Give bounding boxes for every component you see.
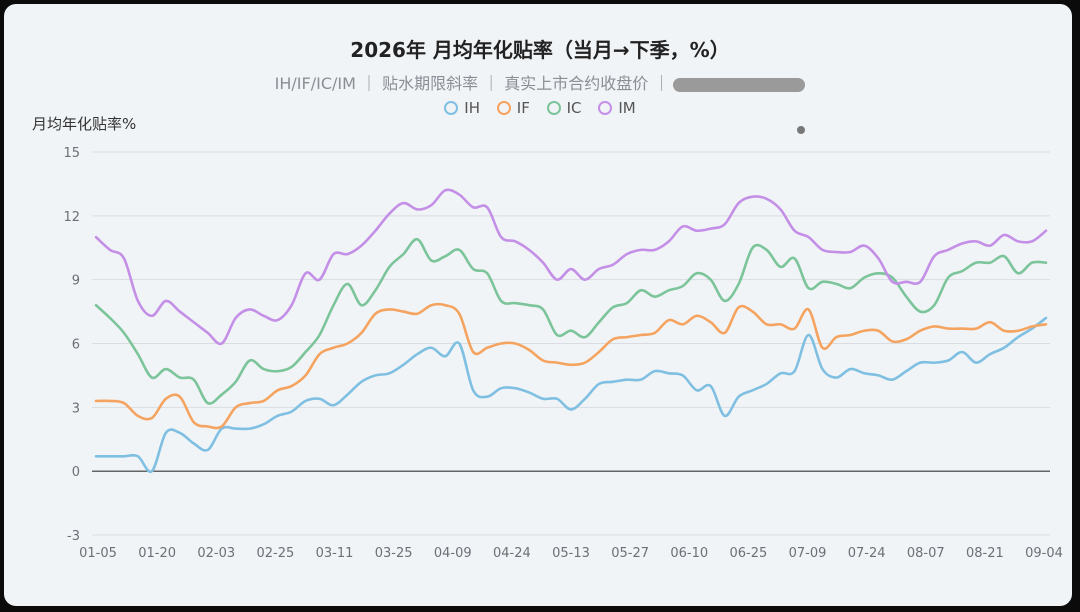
y-tick-label: 6	[72, 338, 80, 353]
y-tick-label: -3	[67, 529, 80, 544]
x-tick-label: 05-13	[552, 546, 590, 561]
legend-item-ih[interactable]: IH	[444, 99, 480, 117]
x-tick-label: 01-20	[138, 546, 176, 561]
x-tick-label: 02-03	[197, 546, 235, 561]
redacted-mark	[673, 77, 806, 92]
legend-swatch-im	[598, 101, 613, 115]
legend-swatch-ih	[444, 101, 459, 115]
y-axis-label: 月均年化贴率%	[32, 115, 137, 133]
x-tick-label: 05-27	[611, 546, 649, 561]
x-tick-label: 04-09	[434, 546, 472, 561]
x-tick-label: 07-24	[848, 546, 886, 561]
x-tick-label: 04-24	[493, 546, 531, 561]
series-line-im	[94, 188, 1048, 346]
y-tick-label: 0	[72, 465, 80, 480]
legend-label-if: IF	[516, 99, 530, 117]
x-tick-label: 03-11	[316, 546, 354, 561]
legend-label-im: IM	[618, 99, 636, 117]
x-tick-label: 07-09	[789, 546, 827, 561]
legend-label-ic: IC	[566, 99, 582, 117]
y-tick-label: 3	[72, 401, 80, 416]
x-tick-label: 06-25	[729, 546, 767, 561]
series-line-if	[94, 302, 1048, 430]
legend-swatch-if	[496, 101, 511, 115]
y-tick-label: 12	[63, 210, 80, 225]
legend: IH IF IC IM	[0, 99, 1080, 117]
chart-card	[4, 4, 1072, 606]
legend-label-ih: IH	[464, 99, 480, 117]
x-tick-label: 01-05	[79, 546, 117, 561]
x-tick-label: 08-21	[966, 546, 1004, 561]
legend-item-if[interactable]: IF	[496, 99, 530, 117]
chart-title: 2026年 月均年化贴率（当月→下季，%）	[350, 38, 730, 62]
x-tick-label: 09-04	[1025, 546, 1063, 561]
x-tick-label: 03-25	[375, 546, 413, 561]
legend-swatch-ic	[546, 101, 561, 115]
subtitle-text: IH/IF/IC/IM ｜ 贴水期限斜率 ｜ 真实上市合约收盘价 ｜	[274, 74, 670, 93]
y-tick-label: 9	[72, 274, 80, 289]
series-line-ic	[94, 237, 1048, 405]
series-line-ih	[94, 316, 1048, 474]
x-tick-label: 06-10	[670, 546, 708, 561]
chart-subtitle: IH/IF/IC/IM ｜ 贴水期限斜率 ｜ 真实上市合约收盘价 ｜	[0, 70, 1080, 94]
marker-dot	[797, 126, 805, 134]
y-tick-label: 15	[63, 146, 80, 161]
x-tick-label: 08-07	[907, 546, 945, 561]
legend-item-im[interactable]: IM	[598, 99, 636, 117]
legend-item-ic[interactable]: IC	[546, 99, 582, 117]
x-tick-label: 02-25	[256, 546, 294, 561]
